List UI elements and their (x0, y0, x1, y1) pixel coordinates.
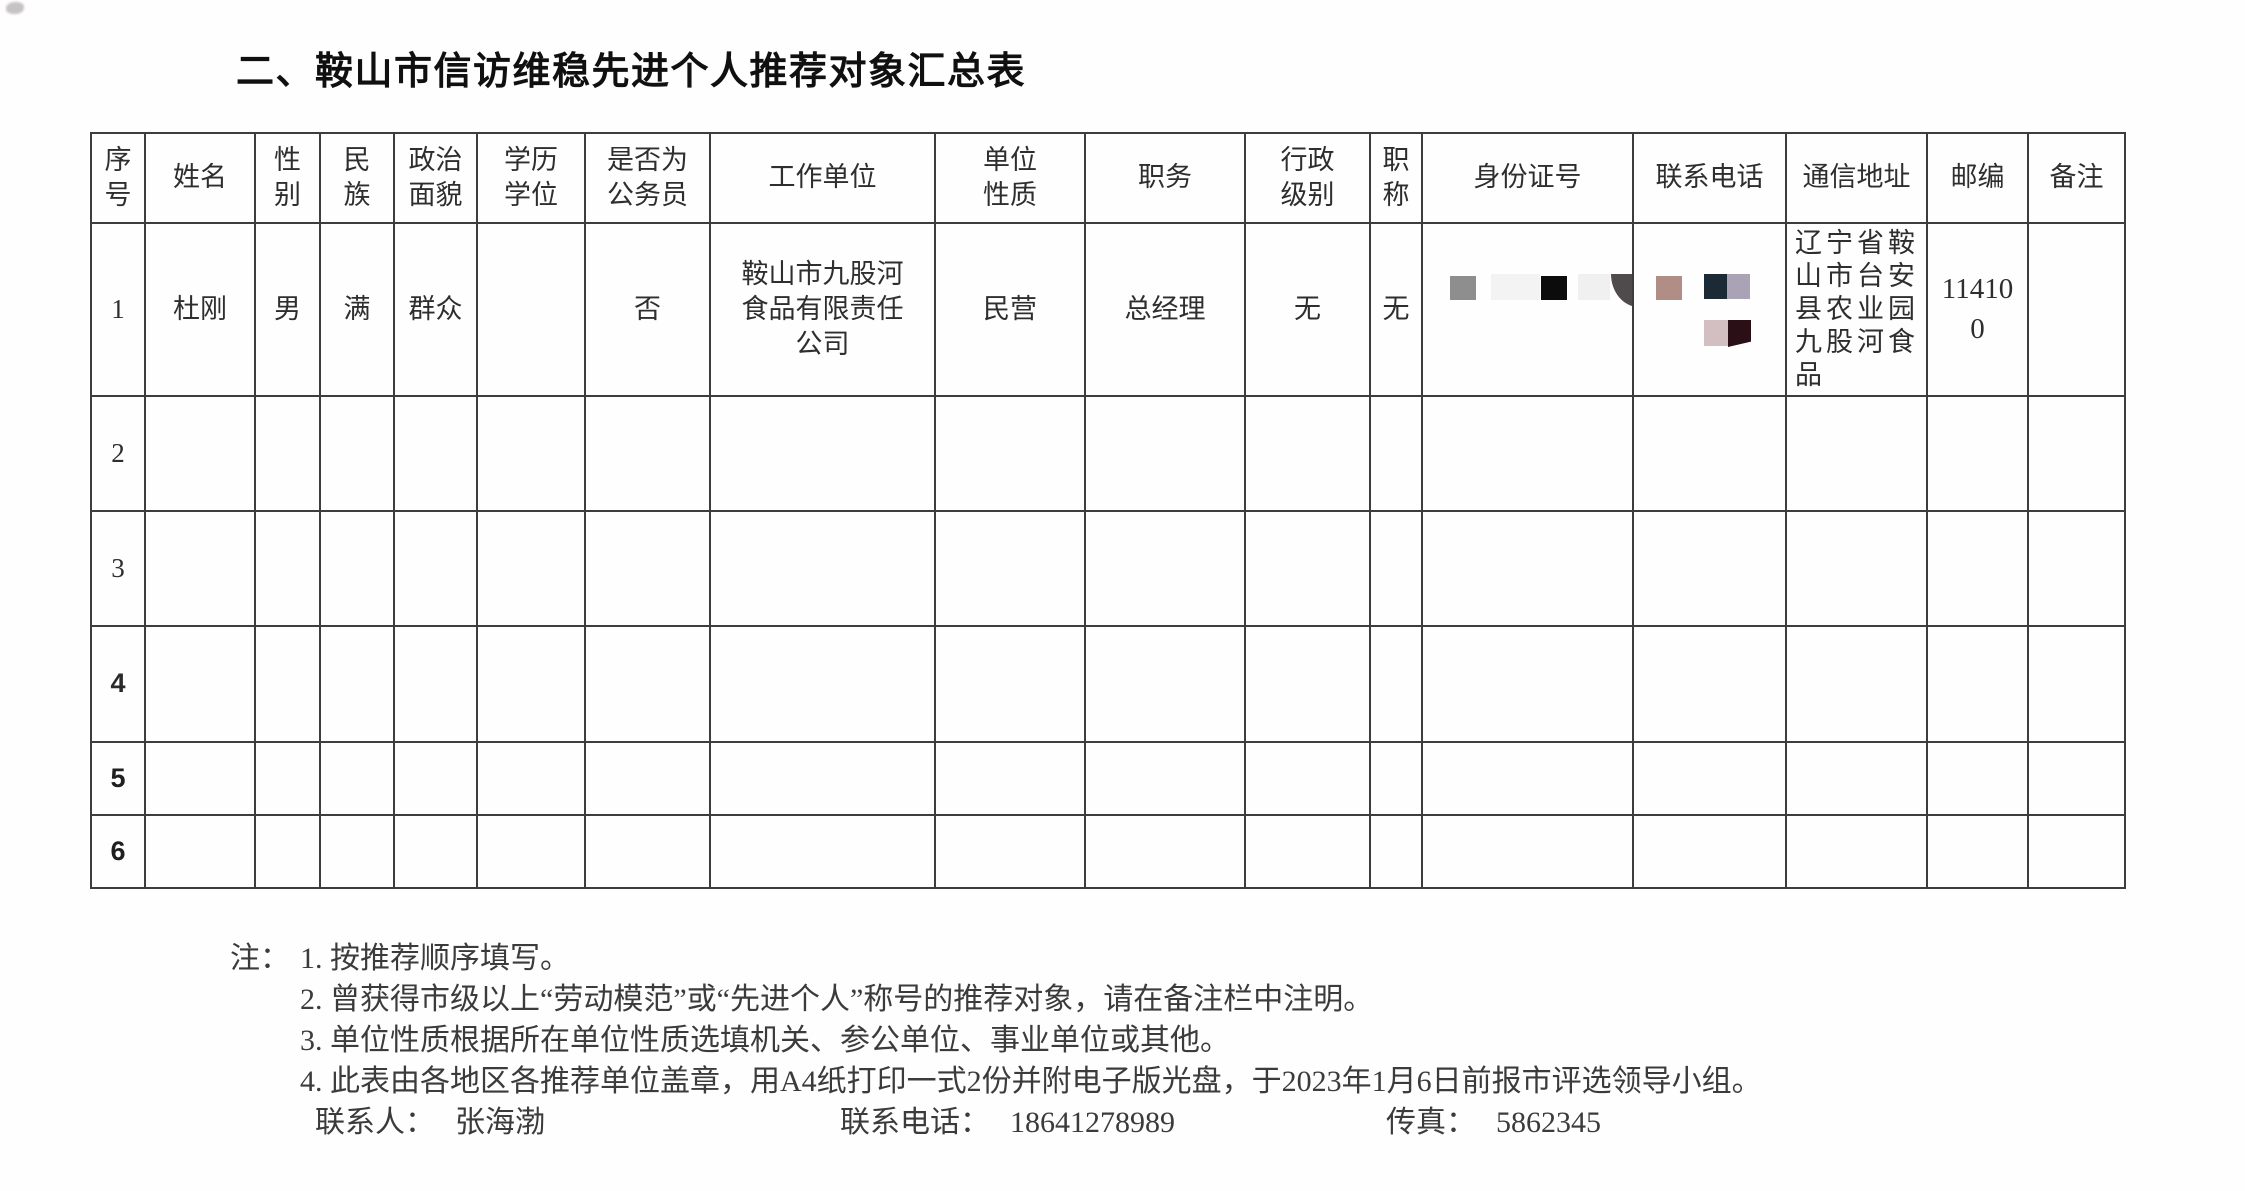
table-row: 5 (90, 741, 2126, 816)
header-gender: 性 别 (254, 132, 321, 224)
redaction-block (1727, 274, 1750, 299)
cell-unit-nature: 民营 (934, 222, 1086, 397)
cell-education (476, 222, 586, 397)
cell-serial: 4 (90, 625, 146, 743)
table-row: 4 (90, 625, 2126, 743)
header-work-unit: 工作单位 (709, 132, 936, 224)
address-text: 辽宁省鞍山市台安县农业园九股河食品 (1795, 228, 1918, 390)
cell-address: 辽宁省鞍山市台安县农业园九股河食品 (1785, 222, 1928, 397)
table-row: 1 杜刚 男 满 群众 否 鞍山市九股河食品有限责任公司 民营 总经理 无 无 (90, 222, 2126, 397)
contact-phone-value: 18641278989 (1010, 1106, 1175, 1139)
header-id-number: 身份证号 (1421, 132, 1634, 224)
contact-person: 联系人： 张海渤 (315, 1102, 545, 1143)
header-unit-nature: 单位 性质 (934, 132, 1086, 224)
header-phone: 联系电话 (1632, 132, 1787, 224)
note-text: 4. 此表由各地区各推荐单位盖章，用A4纸打印一式2份并附电子版光盘，于2023… (300, 1065, 1762, 1098)
cell-ethnicity: 满 (319, 222, 395, 397)
cell-id-number-redacted (1421, 222, 1634, 397)
cell-gender: 男 (254, 222, 321, 397)
contact-phone: 联系电话： 18641278989 (840, 1102, 1175, 1143)
contact-fax-label: 传真： (1386, 1106, 1476, 1139)
note-line-3: 3. 单位性质根据所在单位性质选填机关、参公单位、事业单位或其他。 (230, 1020, 2150, 1061)
contact-fax: 传真： 5862345 (1386, 1102, 1601, 1143)
cell-civil-servant: 否 (584, 222, 711, 397)
redaction-block (1611, 274, 1631, 307)
header-postal-code: 邮编 (1926, 132, 2029, 224)
redaction-block (1704, 274, 1727, 299)
cell-phone-redacted (1632, 222, 1787, 397)
scan-artifact (6, 2, 24, 14)
table-row: 6 (90, 814, 2126, 889)
header-professional-title: 职 称 (1369, 132, 1423, 224)
header-position: 职务 (1084, 132, 1246, 224)
cell-admin-level: 无 (1244, 222, 1371, 397)
page-title: 二、鞍山市信访维稳先进个人推荐对象汇总表 (236, 51, 1027, 93)
contact-phone-label: 联系电话： (840, 1106, 990, 1139)
header-address: 通信地址 (1785, 132, 1928, 224)
header-political-status: 政治 面貌 (393, 132, 478, 224)
note-text: 2. 曾获得市级以上“劳动模范”或“先进个人”称号的推荐对象，请在备注栏中注明。 (300, 983, 1374, 1016)
cell-professional-title: 无 (1369, 222, 1423, 397)
cell-serial: 3 (90, 510, 146, 627)
table-row: 3 (90, 510, 2126, 627)
note-text: 1. 按推荐顺序填写。 (300, 942, 570, 975)
footnotes: 注： 1. 按推荐顺序填写。 2. 曾获得市级以上“劳动模范”或“先进个人”称号… (230, 938, 2150, 1143)
redaction-block (1578, 274, 1610, 300)
table-header-row: 序 号 姓名 性 别 民 族 政治 面貌 学历 学位 是否为 公务员 工作单位 … (90, 132, 2126, 224)
cell-postal-code: 114100 (1926, 222, 2029, 397)
cell-name: 杜刚 (144, 222, 256, 397)
note-line-1: 注： 1. 按推荐顺序填写。 (230, 938, 2150, 979)
header-education: 学历 学位 (476, 132, 586, 224)
cell-serial: 6 (90, 814, 146, 889)
header-admin-level: 行政 级别 (1244, 132, 1371, 224)
note-line-4: 4. 此表由各地区各推荐单位盖章，用A4纸打印一式2份并附电子版光盘，于2023… (230, 1061, 2150, 1102)
note-line-2: 2. 曾获得市级以上“劳动模范”或“先进个人”称号的推荐对象，请在备注栏中注明。 (230, 979, 2150, 1020)
contact-person-label: 联系人： (315, 1106, 435, 1139)
header-remark: 备注 (2027, 132, 2126, 224)
redaction-block (1728, 320, 1751, 347)
cell-position: 总经理 (1084, 222, 1246, 397)
header-ethnicity: 民 族 (319, 132, 395, 224)
header-name: 姓名 (144, 132, 256, 224)
header-serial: 序 号 (90, 132, 146, 224)
cell-serial: 5 (90, 741, 146, 816)
redaction-block (1704, 320, 1728, 346)
contact-line: 联系人： 张海渤 联系电话： 18641278989 传真： 5862345 (230, 1102, 2150, 1143)
redaction-block (1541, 276, 1567, 300)
contact-fax-value: 5862345 (1496, 1106, 1601, 1139)
cell-remark (2027, 222, 2126, 397)
redaction-block (1491, 274, 1540, 300)
table-row: 2 (90, 395, 2126, 512)
note-prefix: 注： (230, 942, 290, 975)
work-unit-text: 鞍山市九股河食品有限责任公司 (741, 258, 904, 360)
redaction-block (1656, 276, 1682, 300)
postal-code-text: 114100 (1941, 273, 2014, 345)
header-civil-servant: 是否为 公务员 (584, 132, 711, 224)
redaction-block (1450, 276, 1476, 300)
contact-person-value: 张海渤 (455, 1106, 545, 1139)
cell-political-status: 群众 (393, 222, 478, 397)
cell-work-unit: 鞍山市九股河食品有限责任公司 (709, 222, 936, 397)
note-text: 3. 单位性质根据所在单位性质选填机关、参公单位、事业单位或其他。 (300, 1024, 1230, 1057)
summary-table: 序 号 姓名 性 别 民 族 政治 面貌 学历 学位 是否为 公务员 工作单位 … (90, 132, 2126, 889)
cell-serial: 2 (90, 395, 146, 512)
cell-serial: 1 (90, 222, 146, 397)
